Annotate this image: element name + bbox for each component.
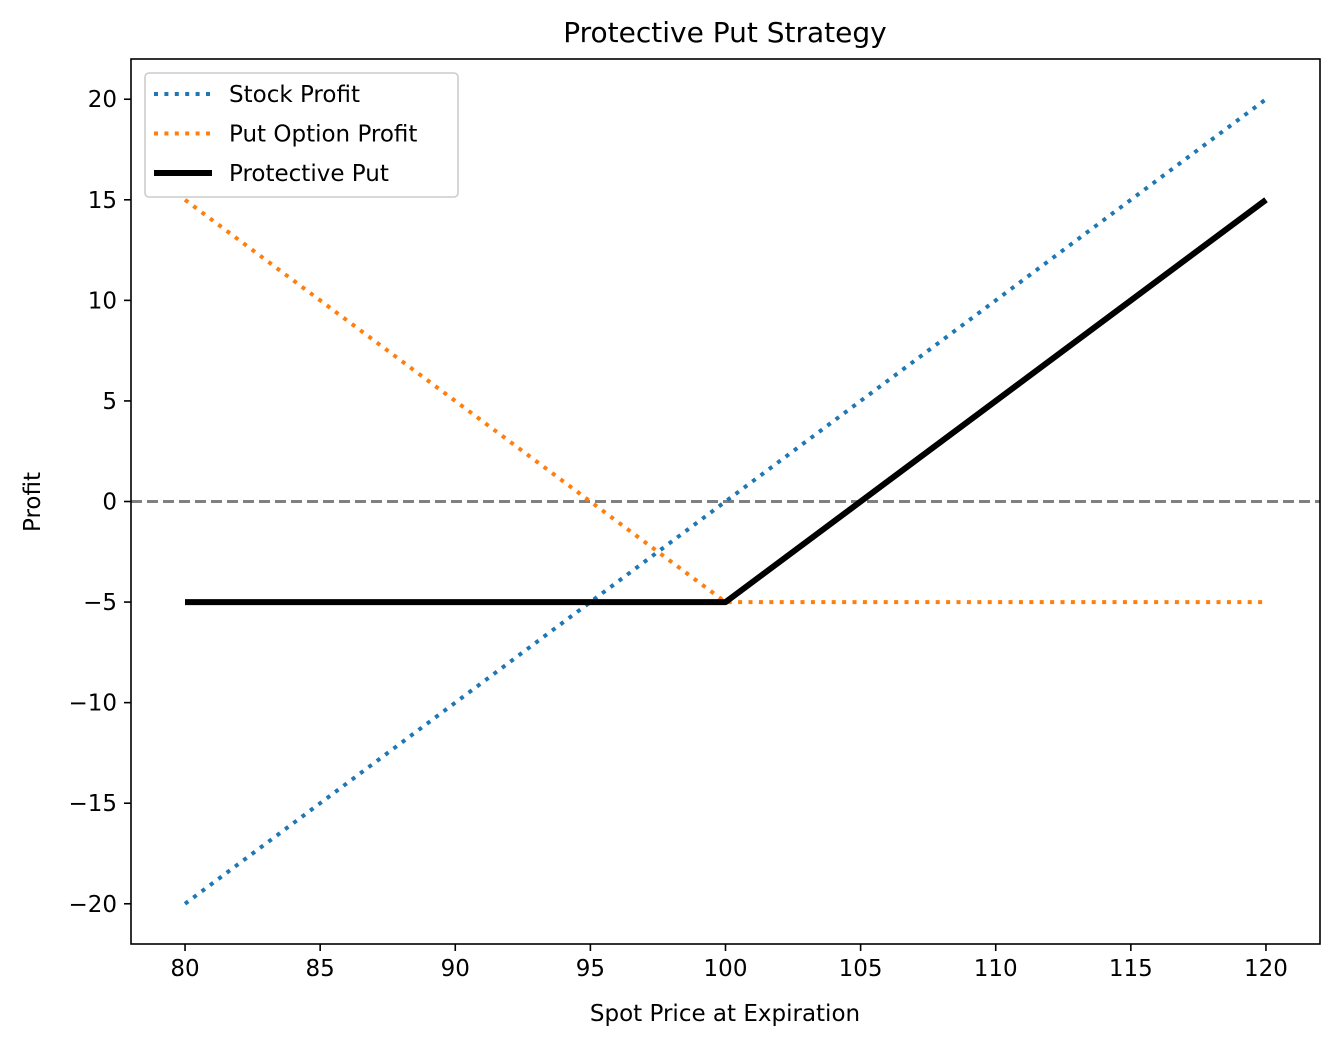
x-tick-label: 85 [306, 956, 335, 982]
legend-label: Put Option Profit [229, 122, 417, 148]
y-tick-label: 15 [88, 188, 117, 214]
y-tick-label: −5 [83, 590, 117, 616]
chart-title: Protective Put Strategy [563, 16, 886, 49]
y-tick-label: 20 [88, 87, 117, 113]
y-tick-label: −10 [68, 691, 117, 717]
legend-label: Protective Put [229, 161, 389, 187]
y-tick-label: 10 [88, 288, 117, 314]
legend-box [144, 72, 459, 198]
x-tick-label: 120 [1244, 956, 1288, 982]
legend-label: Stock Profit [229, 82, 360, 108]
y-tick-label: −20 [68, 892, 117, 918]
x-tick-label: 95 [576, 956, 605, 982]
data-layer [131, 97, 1320, 906]
plot-area: 80 85 90 95 100 105 110 115 12020151050−5−10−15−… [68, 58, 1321, 982]
y-axis-title: Profit [20, 472, 46, 532]
x-axis-title: Spot Price at Expiration [590, 1001, 860, 1027]
x-tick-label: 110 [974, 956, 1018, 982]
y-tick-label: 5 [102, 389, 117, 415]
legend: Stock Profit Put Option Profit Protective … [144, 72, 459, 198]
series-line-protective-put [185, 197, 1268, 606]
x-tick-label: 80 [170, 956, 199, 982]
x-tick-label: 115 [1109, 956, 1153, 982]
x-tick-label: 90 [441, 956, 470, 982]
y-tick-label: 0 [102, 490, 117, 516]
y-tick-label: −15 [68, 791, 117, 817]
x-tick-label: 105 [839, 956, 883, 982]
x-tick-label: 100 [704, 956, 748, 982]
